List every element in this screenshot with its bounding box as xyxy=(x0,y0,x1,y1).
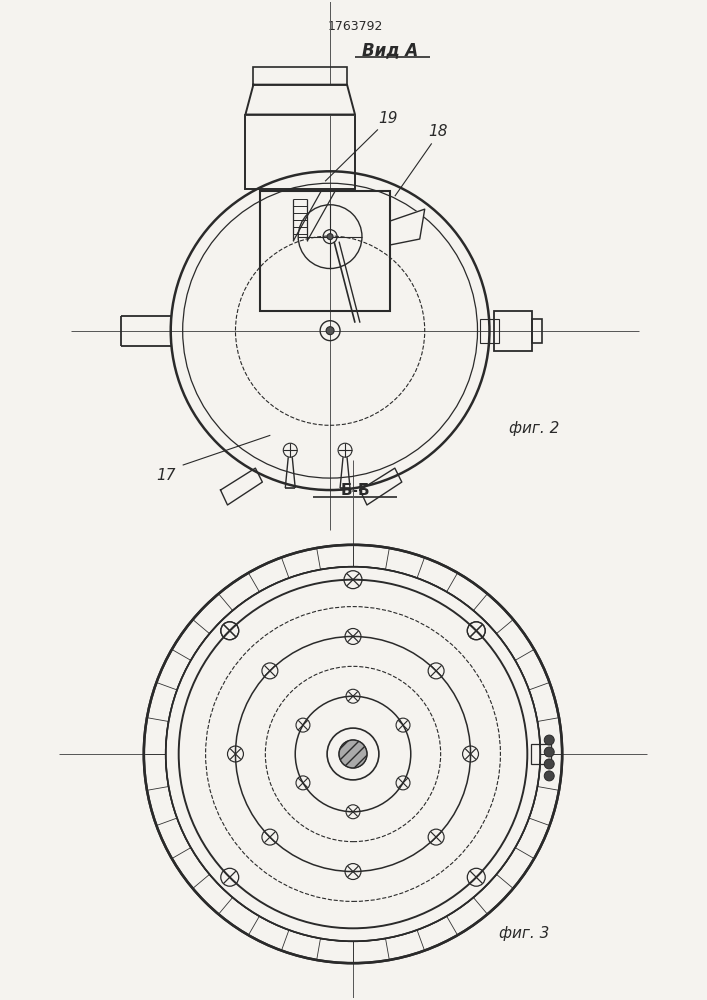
Bar xyxy=(260,191,390,311)
Circle shape xyxy=(544,771,554,781)
Circle shape xyxy=(544,759,554,769)
Bar xyxy=(245,115,355,189)
Circle shape xyxy=(326,327,334,335)
Polygon shape xyxy=(360,468,402,505)
Circle shape xyxy=(327,234,333,240)
Bar xyxy=(532,319,542,343)
Circle shape xyxy=(544,735,554,745)
Polygon shape xyxy=(245,85,355,115)
Text: 1763792: 1763792 xyxy=(327,20,382,33)
Polygon shape xyxy=(390,209,425,245)
Circle shape xyxy=(165,567,540,941)
Circle shape xyxy=(544,747,554,757)
Circle shape xyxy=(339,740,367,768)
Text: фиг. 3: фиг. 3 xyxy=(499,926,550,941)
Bar xyxy=(253,67,347,85)
Bar xyxy=(531,744,551,764)
Text: Б-Б: Б-Б xyxy=(340,483,370,498)
Text: Вид А: Вид А xyxy=(362,41,418,59)
Bar xyxy=(494,311,532,351)
Text: 18: 18 xyxy=(428,124,448,139)
Bar xyxy=(479,319,499,343)
Text: 17: 17 xyxy=(156,468,175,483)
Text: фиг. 2: фиг. 2 xyxy=(509,421,560,436)
Polygon shape xyxy=(221,468,262,505)
Text: 19: 19 xyxy=(378,111,397,126)
